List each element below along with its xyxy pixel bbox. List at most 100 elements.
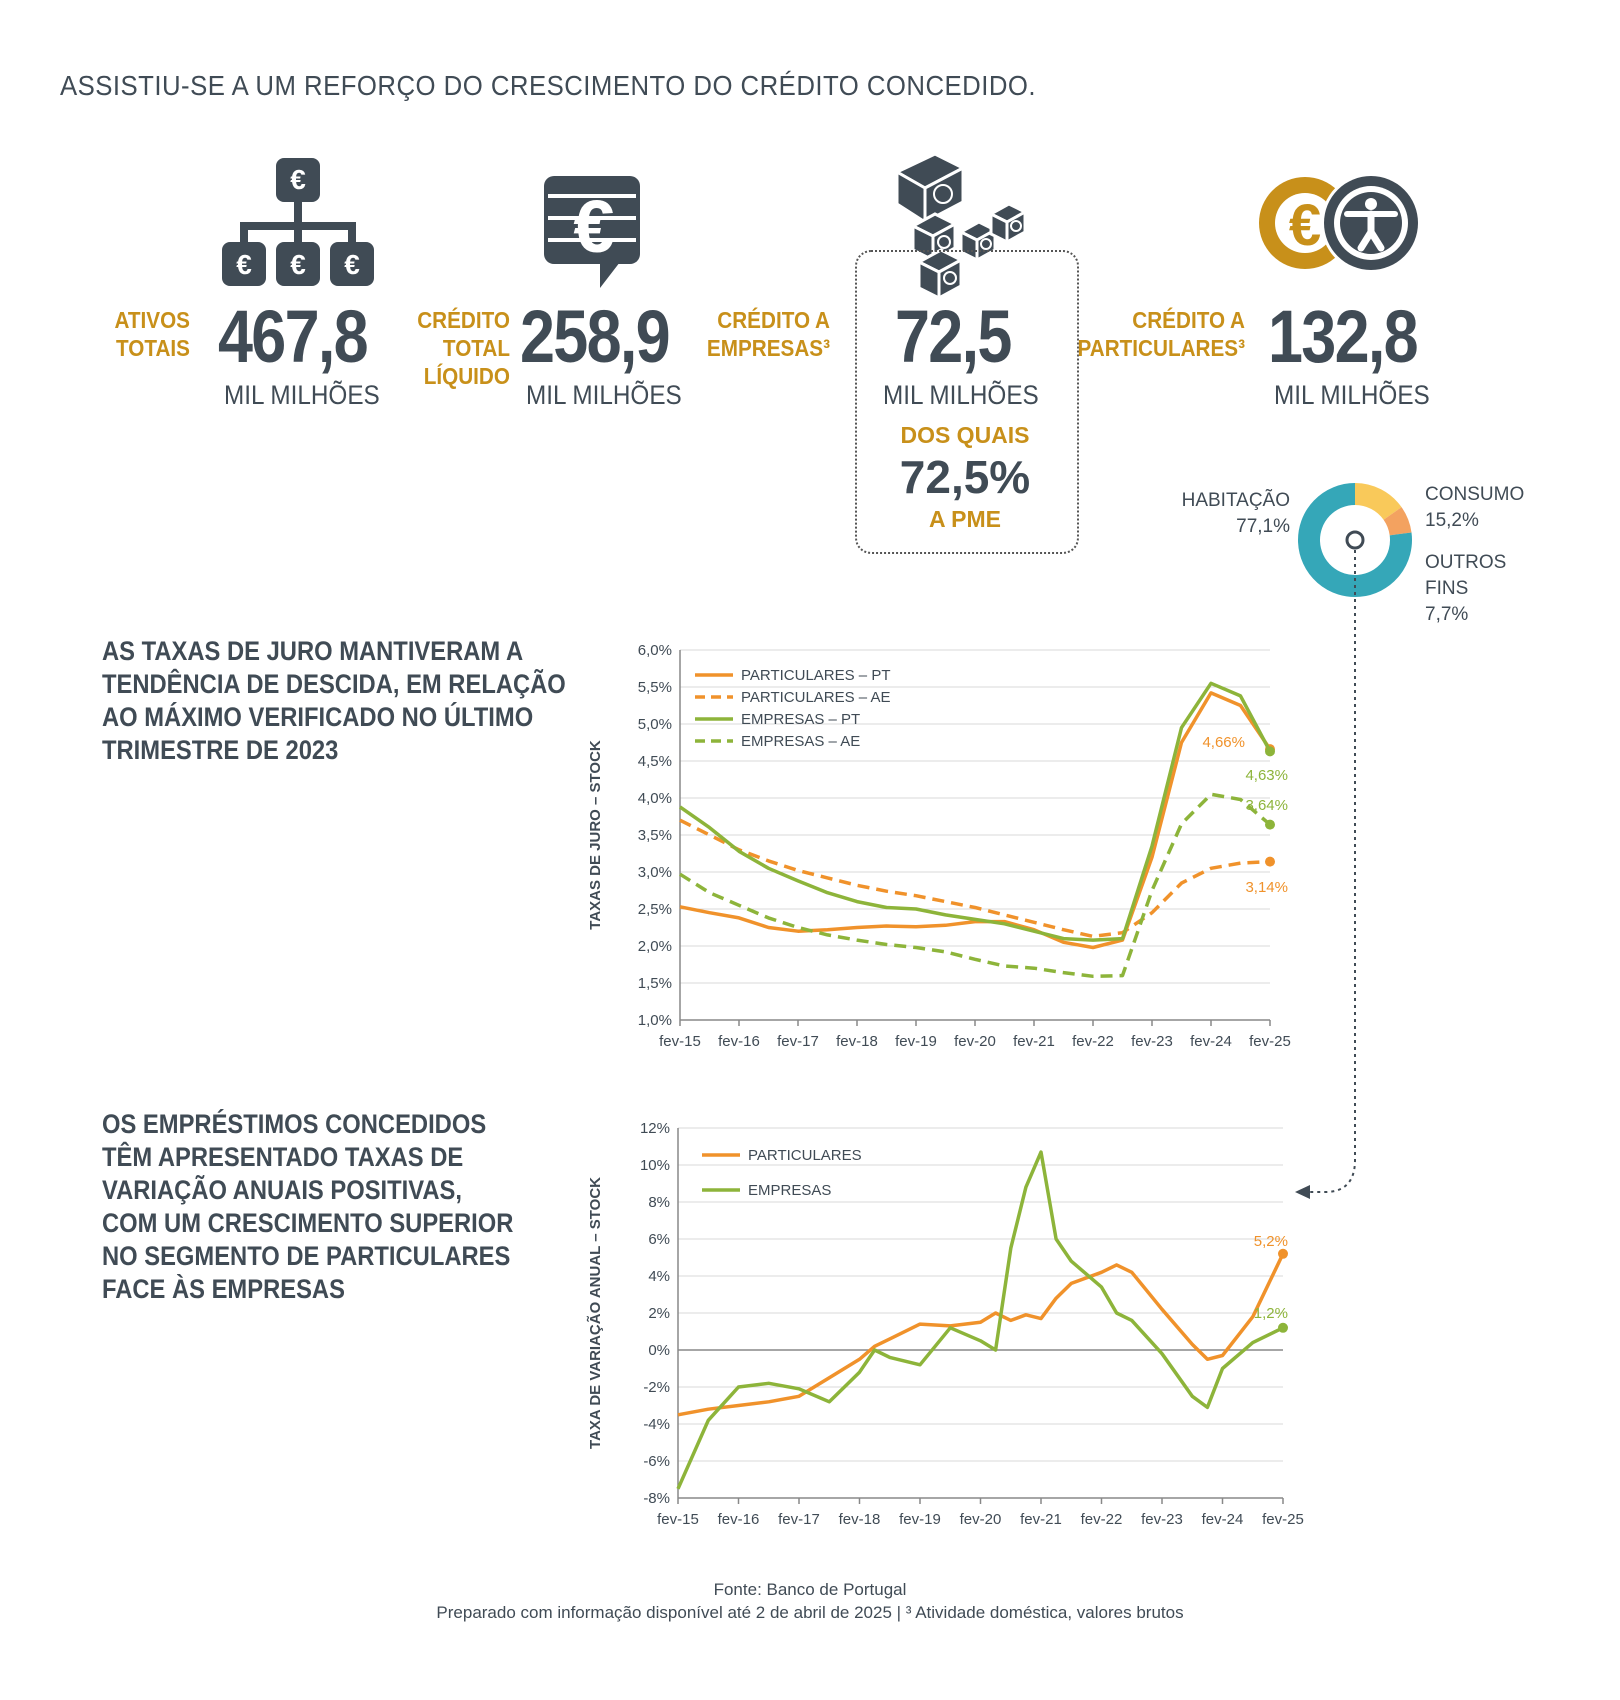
end-value-label: 3,14%	[1245, 879, 1288, 896]
series-endpoint-2	[1265, 746, 1275, 757]
y-tick-label: 1,5%	[638, 975, 672, 992]
series-line-2	[678, 681, 1272, 942]
kpi-credito-total-label: CRÉDITO TOTAL LÍQUIDO	[402, 306, 510, 390]
x-tick-label: fev-19	[895, 1033, 937, 1050]
x-tick-label: fev-18	[839, 1511, 881, 1528]
kpi-label-line: TOTAIS	[116, 335, 190, 361]
euro-speech-bubble-icon: €	[544, 176, 640, 288]
legend-label: EMPRESAS	[748, 1182, 831, 1199]
x-tick-label: fev-20	[960, 1511, 1002, 1528]
y-tick-label: 1,0%	[638, 1012, 672, 1029]
y-tick-label: -4%	[643, 1416, 670, 1433]
headline: ASSISTIU-SE A UM REFORÇO DO CRESCIMENTO …	[60, 70, 1037, 101]
title-line: TRIMESTRE DE 2023	[102, 735, 339, 765]
x-tick-label: fev-23	[1131, 1033, 1173, 1050]
legend-label: PARTICULARES – AE	[741, 689, 891, 706]
y-tick-label: 4%	[648, 1268, 670, 1285]
legend-label: PARTICULARES	[748, 1147, 862, 1164]
section2-title: OS EMPRÉSTIMOS CONCEDIDOS TÊM APRESENTAD…	[102, 1108, 513, 1306]
pme-box	[855, 250, 1079, 554]
kpi-ativos-label: ATIVOS TOTAIS	[82, 306, 190, 362]
y-tick-label: -2%	[643, 1379, 670, 1396]
title-line: TÊM APRESENTADO TAXAS DE	[102, 1142, 464, 1172]
x-tick-label: fev-22	[1072, 1033, 1114, 1050]
x-tick-label: fev-19	[899, 1511, 941, 1528]
y-tick-label: 2,5%	[638, 901, 672, 918]
series-endpoint-1	[1278, 1322, 1288, 1333]
euro-cubes-icon	[895, 152, 1029, 301]
x-tick-label: fev-21	[1020, 1511, 1062, 1528]
legend-label: EMPRESAS – AE	[741, 733, 860, 750]
title-line: AO MÁXIMO VERIFICADO NO ÚLTIMO	[102, 702, 534, 732]
donut-label-text: CONSUMO	[1425, 484, 1525, 505]
series-line-0	[679, 691, 1272, 950]
donut-slice-outros	[1383, 507, 1412, 537]
series-line-3	[679, 792, 1272, 979]
kpi-particulares-label: CRÉDITO A PARTICULARES³	[1065, 306, 1245, 362]
svg-text:€: €	[236, 249, 252, 280]
x-tick-label: fev-21	[1013, 1033, 1055, 1050]
x-tick-label: fev-17	[778, 1511, 820, 1528]
x-tick-label: fev-16	[718, 1511, 760, 1528]
donut-label-text: OUTROS	[1425, 552, 1507, 573]
x-tick-label: fev-15	[659, 1033, 701, 1050]
kpi-label-line: CRÉDITO	[417, 307, 510, 333]
footer-source: Fonte: Banco de Portugal	[713, 1580, 907, 1599]
y-tick-label: 0%	[648, 1342, 670, 1359]
euro-person-icon: €	[1259, 173, 1421, 273]
svg-text:€: €	[573, 185, 614, 268]
donut-center-dot	[1345, 530, 1365, 550]
y-tick-label: 4,0%	[638, 790, 672, 807]
end-value-label: 3,64%	[1245, 797, 1288, 814]
donut-label-consumo: CONSUMO 15,2%	[1425, 482, 1524, 534]
y-axis-label: TAXAS DE JURO – STOCK	[587, 740, 604, 930]
title-line: OS EMPRÉSTIMOS CONCEDIDOS	[102, 1109, 487, 1139]
kpi-ativos-value: 467,8	[218, 295, 369, 378]
donut-slices	[1298, 483, 1412, 597]
x-tick-label: fev-23	[1141, 1511, 1183, 1528]
legend-label: EMPRESAS – PT	[741, 711, 860, 728]
donut-label-value: 77,1%	[1236, 516, 1290, 537]
x-tick-label: fev-25	[1262, 1511, 1304, 1528]
svg-text:€: €	[1289, 193, 1321, 258]
title-line: TENDÊNCIA DE DESCIDA, EM RELAÇÃO	[102, 669, 566, 699]
kpi-particulares-unit: MIL MILHÕES	[1274, 380, 1430, 410]
x-tick-label: fev-24	[1202, 1511, 1244, 1528]
y-tick-label: -6%	[643, 1453, 670, 1470]
kpi-label-line: EMPRESAS³	[706, 335, 830, 361]
pme-unit: A PME	[929, 506, 1001, 532]
title-line: AS TAXAS DE JURO MANTIVERAM A	[102, 636, 524, 666]
y-tick-label: 6%	[648, 1231, 670, 1248]
y-tick-label: 10%	[640, 1157, 670, 1174]
y-tick-label: 2,0%	[638, 938, 672, 955]
kpi-label-line: CRÉDITO A	[717, 307, 830, 333]
kpi-label-line: LÍQUIDO	[423, 363, 510, 389]
euro-hierarchy-icon: € € € €	[222, 158, 374, 286]
donut-label-text: FINS	[1425, 578, 1469, 599]
x-tick-label: fev-16	[718, 1033, 760, 1050]
donut-slice-habitacao	[1298, 483, 1412, 597]
legend-label: PARTICULARES – PT	[741, 667, 891, 684]
y-tick-label: -8%	[643, 1490, 670, 1507]
kpi-credito-total-value: 258,9	[520, 295, 671, 378]
y-tick-label: 4,5%	[638, 753, 672, 770]
series-line-0	[677, 1253, 1285, 1417]
title-line: FACE ÀS EMPRESAS	[102, 1274, 345, 1304]
donut-slice-consumo	[1354, 483, 1402, 521]
connector-arrow	[1295, 550, 1356, 1199]
y-tick-label: 8%	[648, 1194, 670, 1211]
donut-label-habitacao: HABITAÇÃO 77,1%	[1160, 488, 1290, 540]
series-endpoint-3	[1265, 819, 1275, 830]
donut-label-outros: OUTROS FINS 7,7%	[1425, 550, 1506, 628]
title-line: COM UM CRESCIMENTO SUPERIOR	[102, 1208, 514, 1238]
title-line: NO SEGMENTO DE PARTICULARES	[102, 1241, 511, 1271]
kpi-label-line: ATIVOS	[114, 307, 190, 333]
svg-text:€: €	[290, 164, 306, 195]
kpi-particulares-value: 132,8	[1268, 295, 1419, 378]
end-value-label: 4,63%	[1245, 767, 1288, 784]
end-value-label: 1,2%	[1254, 1305, 1288, 1322]
growth-rate-chart: -8% -6% -4% -2% 0% 2% 4% 6% 8% 10% 12% fev-15 fev-16…	[586, 1120, 1304, 1528]
end-value-label: 4,66%	[1202, 734, 1245, 751]
kpi-label-line: CRÉDITO A	[1132, 307, 1245, 333]
donut-label-value: 7,7%	[1425, 604, 1469, 625]
